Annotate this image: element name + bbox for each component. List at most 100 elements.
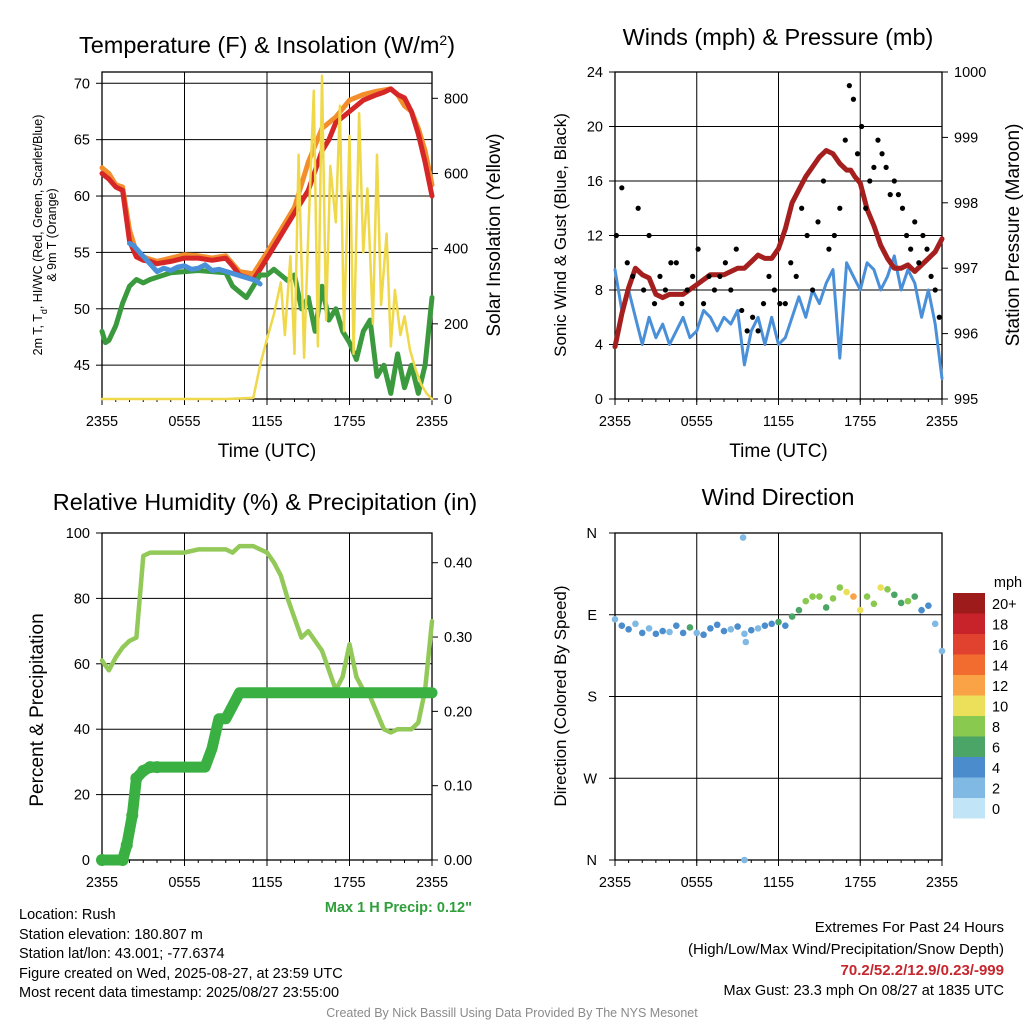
dir-point	[856, 606, 864, 614]
wind-gust-point	[895, 192, 902, 198]
wind-series-sustained-wind	[613, 254, 944, 381]
wind-gust-point	[831, 232, 837, 239]
wind-gust-point	[854, 151, 861, 157]
dir-point	[742, 638, 750, 646]
dir-xtick-label: 1755	[844, 875, 876, 891]
temp-frame	[101, 71, 433, 400]
wind-y2tick-label: 996	[954, 327, 978, 343]
dir-point	[822, 604, 830, 611]
dir-ytick-label: E	[587, 608, 597, 624]
dir-ytick-label: S	[587, 690, 597, 706]
dir-point	[843, 588, 850, 596]
wind-gust-point	[651, 301, 658, 307]
wind-y2tick-label: 995	[954, 392, 978, 408]
temp-series-dew-point	[99, 266, 435, 396]
temp-xtick-label: 2355	[416, 414, 448, 430]
dir-chart-title: Wind Direction	[702, 484, 855, 510]
speed-legend-label: 20+	[992, 597, 1017, 613]
dir-point	[618, 622, 626, 629]
wind-y2tick-label: 999	[954, 130, 978, 146]
rh-chart-title: Relative Humidity (%) & Precipitation (i…	[53, 489, 477, 515]
dir-point	[727, 625, 735, 633]
rh-xtick-label: 1755	[333, 875, 365, 891]
dir-point	[931, 620, 939, 628]
dir-point	[816, 593, 823, 600]
dir-point	[673, 622, 680, 629]
temp-ytick-label: 50	[74, 302, 90, 318]
dir-xtick-label: 0555	[681, 875, 713, 891]
rh-y2tick-label: 0.40	[444, 556, 472, 572]
dir-point	[884, 586, 891, 593]
dir-point	[720, 627, 728, 635]
wind-gust-point	[920, 232, 926, 239]
wind-y2tick-label: 998	[954, 196, 978, 212]
temp-x-axis-title: Time (UTC)	[218, 441, 317, 462]
wind-gust-point	[668, 260, 674, 266]
rh-ytick-label: 80	[74, 591, 90, 607]
dir-point	[809, 593, 816, 600]
dir-point	[734, 623, 741, 630]
dir-point	[795, 606, 803, 614]
wind-gust-point	[826, 246, 832, 252]
wind-gust-point	[766, 273, 772, 279]
dir-point	[768, 620, 775, 628]
rh-precip-point	[116, 854, 129, 866]
temp-ylabel-part1: 2m T, T	[31, 314, 45, 356]
speed-legend-swatch	[953, 798, 985, 819]
speed-legend-label: 10	[992, 700, 1008, 716]
temp-ytick-label: 45	[74, 358, 90, 374]
wind-gust-point	[883, 164, 889, 170]
rh-ytick-label: 60	[74, 657, 90, 673]
dir-point	[707, 625, 714, 632]
wind-ytick-label: 4	[595, 338, 603, 354]
dir-point	[904, 597, 912, 605]
rh-precip-point	[151, 761, 163, 774]
dir-point	[666, 628, 673, 636]
wind-ytick-label: 20	[587, 120, 603, 136]
temp-series-heat-index-wind-chill	[127, 240, 263, 287]
dir-point	[829, 595, 837, 602]
wind-gust-point	[837, 205, 843, 211]
dir-point	[761, 622, 769, 629]
wind-gust-point	[673, 260, 679, 266]
wind-gust-point	[875, 137, 881, 143]
wind-gust-point	[815, 219, 821, 225]
rh-precip-point	[96, 854, 108, 866]
created-text: Figure created on Wed, 2025-08-27, at 23…	[19, 965, 343, 982]
rh-y-axis-title: Percent & Precipitation	[27, 613, 48, 806]
max-gust-text: Max Gust: 23.3 mph On 08/27 at 1835 UTC	[723, 982, 1004, 999]
temp-chart-title: Temperature (F) & Insolation (W/m2)	[79, 32, 455, 58]
rh-ytick-label: 0	[82, 853, 90, 869]
wind-gust-point	[887, 192, 893, 198]
speed-legend-label: 14	[992, 659, 1008, 675]
wind-gust-point	[782, 301, 788, 307]
wind-gust-point	[700, 301, 707, 307]
wind-gust-point	[908, 246, 914, 252]
dir-point	[850, 593, 857, 600]
speed-legend-swatch	[953, 716, 985, 737]
recent-text: Most recent data timestamp: 2025/08/27 2…	[19, 985, 340, 1002]
wind-gust-point	[777, 301, 783, 307]
wind-gust-point	[624, 260, 630, 266]
wind-gust-point	[859, 123, 865, 130]
temp-y2tick-label: 800	[444, 91, 468, 107]
dir-point	[739, 534, 747, 541]
wind-gust-point	[916, 260, 922, 266]
dir-point	[625, 625, 632, 633]
dir-point	[686, 624, 694, 631]
dir-ytick-label: N	[587, 853, 597, 869]
wind-series-station-pressure	[612, 148, 945, 350]
wind-gust-point	[771, 287, 778, 293]
wind-gust-point	[842, 137, 848, 143]
temp-xtick-label: 1155	[251, 414, 282, 430]
wind-gust-point	[646, 232, 652, 239]
speed-legend-label: 6	[992, 741, 1000, 757]
rh-ytick-label: 20	[74, 788, 90, 804]
wind-gust-point	[739, 307, 745, 314]
wind-ytick-label: 16	[587, 174, 603, 190]
wind-gust-point	[928, 273, 934, 279]
dir-point	[925, 602, 932, 609]
temp-xtick-label: 1755	[333, 414, 365, 430]
dir-point	[713, 621, 721, 629]
dir-ytick-label: W	[583, 771, 597, 787]
